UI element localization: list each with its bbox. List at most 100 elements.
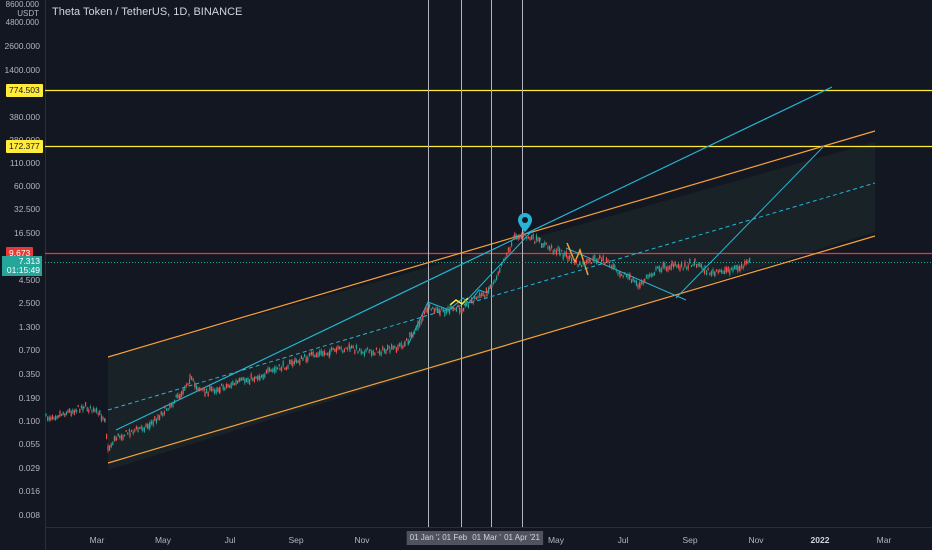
candle-body [222, 385, 224, 390]
candle-body [565, 251, 567, 257]
candle-body [694, 258, 696, 262]
candle-body [700, 264, 702, 268]
candle-body [320, 349, 322, 355]
candle-body [492, 281, 494, 284]
candle-body [107, 445, 109, 451]
wave-orange[interactable] [566, 242, 589, 276]
candle-body [439, 310, 441, 316]
candle-body [181, 391, 183, 397]
candle-body [611, 265, 613, 269]
candle-body [724, 267, 726, 273]
time-tick: Sep [288, 535, 304, 545]
candle-body [594, 255, 596, 261]
candle-body [285, 367, 287, 370]
candle-body [93, 407, 95, 412]
current-price-label: 7.313 01:15:49 [2, 256, 42, 276]
candle-body [282, 361, 284, 367]
candle-body [380, 351, 382, 356]
candle-body [466, 301, 468, 306]
candle-body [309, 352, 311, 355]
candle-body [229, 385, 231, 388]
candle-body [534, 241, 536, 244]
trend-line-projection[interactable] [675, 145, 825, 299]
channel-upper[interactable] [107, 130, 876, 358]
candle-body [175, 394, 177, 398]
trend-line-down[interactable] [565, 247, 687, 301]
candle-body [397, 344, 399, 350]
candle-body [215, 388, 217, 394]
time-tick: May [154, 535, 172, 545]
price-tick: 2600.000 [4, 41, 40, 51]
price-tick: 0.350 [18, 369, 40, 379]
candle-body [460, 308, 462, 313]
candle-body [635, 280, 637, 286]
candle-body [290, 360, 292, 365]
candle-body [368, 350, 370, 353]
candle-body [59, 410, 61, 417]
candle-body [544, 242, 546, 246]
candle-body [671, 260, 673, 266]
candle-body [674, 261, 676, 267]
candle-body [410, 332, 412, 338]
candle-body [224, 387, 226, 390]
trend-line-main[interactable] [115, 86, 833, 431]
channel-lower[interactable] [107, 235, 876, 464]
price-tick: 110.000 [9, 158, 40, 168]
candle-body [482, 292, 484, 296]
candle-body [147, 424, 149, 429]
candle-body [503, 258, 505, 261]
candle-body [479, 294, 481, 299]
candle-body [137, 426, 139, 433]
symbol-title[interactable]: Theta Token / TetherUS, 1D, BINANCE [52, 6, 243, 18]
candle-body [265, 370, 267, 374]
candle-body [247, 377, 249, 383]
candle-body [312, 351, 314, 356]
candle-body [407, 340, 409, 345]
time-tick: Nov [748, 535, 764, 545]
candle-body [264, 373, 266, 378]
candle-body [406, 338, 408, 341]
candle-body [374, 352, 376, 356]
candle-body [602, 255, 604, 261]
candle-body [591, 262, 593, 264]
candle-body [537, 237, 539, 242]
candle-body [747, 260, 749, 264]
candle-body [587, 258, 589, 264]
candle-body [375, 348, 377, 350]
candle-body [135, 426, 137, 430]
candle-body [557, 246, 559, 252]
location-pin-icon[interactable] [518, 213, 532, 232]
candle-body [497, 271, 499, 276]
candle-body [311, 351, 313, 355]
candle-body [471, 297, 473, 303]
candle-body [719, 269, 721, 272]
candle-body [209, 385, 211, 391]
candle-body [529, 237, 531, 241]
candle-body [387, 344, 389, 351]
price-tick: 0.029 [18, 463, 40, 473]
candle-body [214, 389, 216, 394]
candle-body [745, 260, 747, 264]
candle-body [139, 427, 141, 429]
candle-body [427, 308, 429, 313]
time-tick: Mar [876, 535, 892, 545]
candle-body [377, 351, 379, 353]
level-label-774: 774.503 [6, 84, 43, 97]
candle-body [661, 268, 663, 272]
candle-body [629, 273, 631, 278]
candle-body [189, 374, 191, 378]
candle-body [128, 429, 130, 432]
candle-body [488, 287, 490, 293]
price-tick: 0.190 [18, 393, 40, 403]
candle-body [523, 232, 525, 238]
candle-body [655, 267, 657, 271]
candle-body [457, 305, 459, 307]
candle-body [475, 297, 477, 300]
candle-body [392, 345, 394, 350]
candle-body [662, 262, 664, 268]
candle-body [382, 346, 384, 350]
trend-line-rally[interactable] [466, 231, 532, 301]
candle-body [325, 353, 327, 355]
candle-body [444, 311, 446, 317]
